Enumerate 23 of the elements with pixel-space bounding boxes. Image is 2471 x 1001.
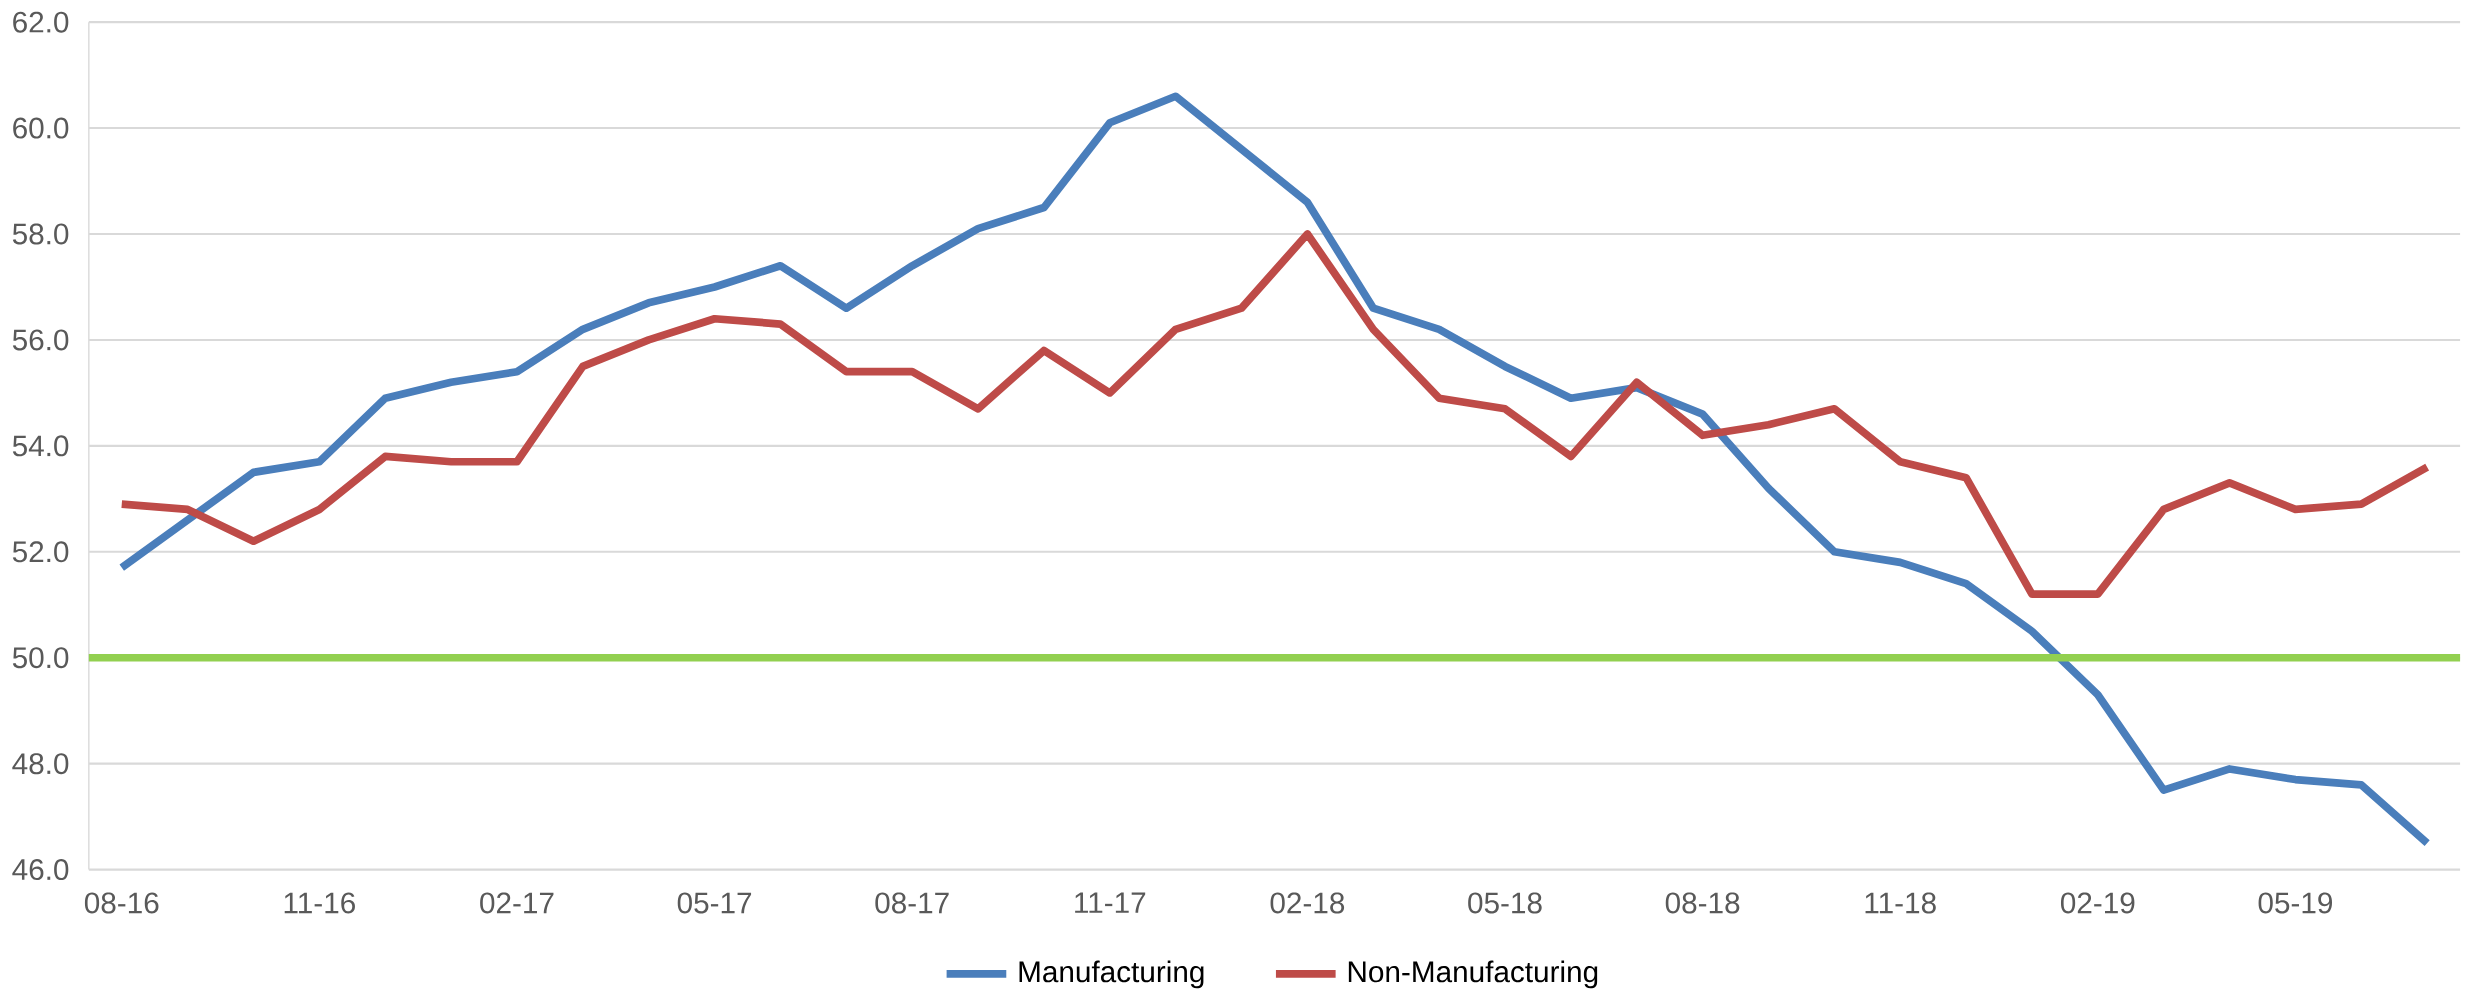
x-tick-label: 02-18 <box>1270 892 1345 914</box>
x-tick-label: 08-18 <box>1665 892 1740 914</box>
y-tick-label: 50.0 <box>12 647 69 669</box>
x-tick-label: 11-18 <box>1865 892 1936 914</box>
legend-label: Non-Manufacturing <box>1348 960 1598 989</box>
y-tick-label: 58.0 <box>12 223 69 245</box>
y-tick-label: 62.0 <box>13 11 69 33</box>
y-tick-label: 60.0 <box>13 117 69 139</box>
x-tick-label: 05-19 <box>2258 892 2333 914</box>
y-tick-label: 52.0 <box>12 541 69 563</box>
x-tick-label: 05-18 <box>1468 892 1542 914</box>
y-tick-label: 48.0 <box>12 753 69 775</box>
y-tick-label: 46.0 <box>12 858 69 880</box>
legend-label: Manufacturing <box>1019 960 1204 989</box>
y-tick-label: 54.0 <box>12 435 69 457</box>
y-tick-label: 56.0 <box>12 329 69 351</box>
x-tick-label: 08-17 <box>875 892 949 914</box>
x-tick-label: 02-19 <box>2060 892 2135 914</box>
x-tick-label: 11-17 <box>1075 892 1146 913</box>
x-tick-label: 08-16 <box>84 892 159 914</box>
x-tick-label: 05-17 <box>677 892 752 914</box>
x-tick-label: 02-17 <box>480 892 554 914</box>
x-tick-label: 11-16 <box>284 892 355 914</box>
